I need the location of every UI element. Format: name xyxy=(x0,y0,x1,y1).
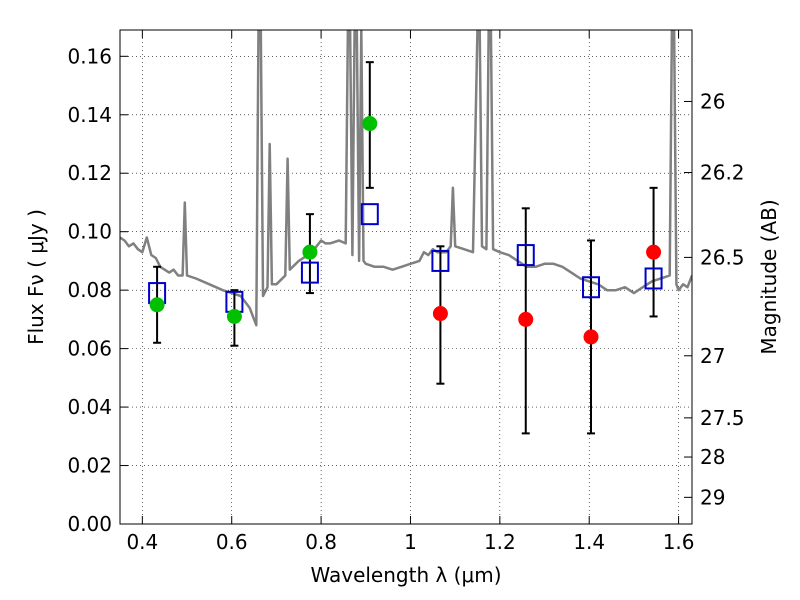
tick-labels: 0.4 0.6 0.8 1 1.2 1.4 1.6 0.00 0.02 0.04 0.06 0.08 0… xyxy=(67,44,744,554)
right-tick-label: 26 xyxy=(700,89,725,113)
x-tick-label: 1.6 xyxy=(663,530,695,554)
model-marker xyxy=(516,244,535,267)
x-tick-label: 0.8 xyxy=(305,530,337,554)
y-tick-label: 0.08 xyxy=(67,278,112,302)
x-tick-label: 1.4 xyxy=(573,530,605,554)
observed-marker xyxy=(302,244,318,260)
y-tick-label: 0.04 xyxy=(67,395,112,419)
right-tick-label: 26.5 xyxy=(700,245,745,269)
model-marker xyxy=(582,276,601,299)
y-tick-label: 0.02 xyxy=(67,454,112,478)
spectrum-line xyxy=(120,30,692,327)
y-tick-label: 0.00 xyxy=(67,512,112,536)
right-tick-label: 28 xyxy=(700,445,725,469)
observed-marker xyxy=(149,297,165,313)
model-marker xyxy=(300,261,319,284)
axis-ticks xyxy=(120,30,692,525)
x-tick-label: 0.6 xyxy=(216,530,248,554)
right-tick-label: 27.5 xyxy=(700,406,745,430)
y-tick-label: 0.10 xyxy=(67,220,112,244)
observed-flux-series xyxy=(149,116,662,345)
plot-frame xyxy=(119,29,693,525)
y-tick-label: 0.12 xyxy=(67,161,112,185)
observed-marker xyxy=(362,116,378,132)
right-axis-label: Magnitude (AB) xyxy=(757,199,781,354)
observed-marker xyxy=(226,308,242,324)
y-tick-label: 0.14 xyxy=(67,103,112,127)
model-marker xyxy=(360,203,379,226)
observed-marker xyxy=(583,329,599,345)
model-marker xyxy=(644,267,663,290)
observed-marker xyxy=(432,306,448,322)
spectrum-series xyxy=(120,30,692,327)
y-tick-label: 0.06 xyxy=(67,337,112,361)
x-tick-label: 1 xyxy=(404,530,417,554)
grid-lines xyxy=(120,30,692,524)
y-tick-label: 0.16 xyxy=(67,44,112,68)
x-tick-label: 1.2 xyxy=(484,530,516,554)
right-tick-label: 27 xyxy=(700,344,725,368)
model-marker xyxy=(431,249,450,272)
x-axis-label: Wavelength λ (μm) xyxy=(310,563,501,587)
plot-area xyxy=(120,30,692,524)
right-tick-label: 26.2 xyxy=(700,161,745,185)
y-axis-label: Flux Fν ( μJy ) xyxy=(24,209,48,345)
observed-marker xyxy=(518,311,534,327)
right-tick-label: 29 xyxy=(700,485,725,509)
observed-marker xyxy=(646,244,662,260)
x-tick-label: 0.4 xyxy=(126,530,158,554)
